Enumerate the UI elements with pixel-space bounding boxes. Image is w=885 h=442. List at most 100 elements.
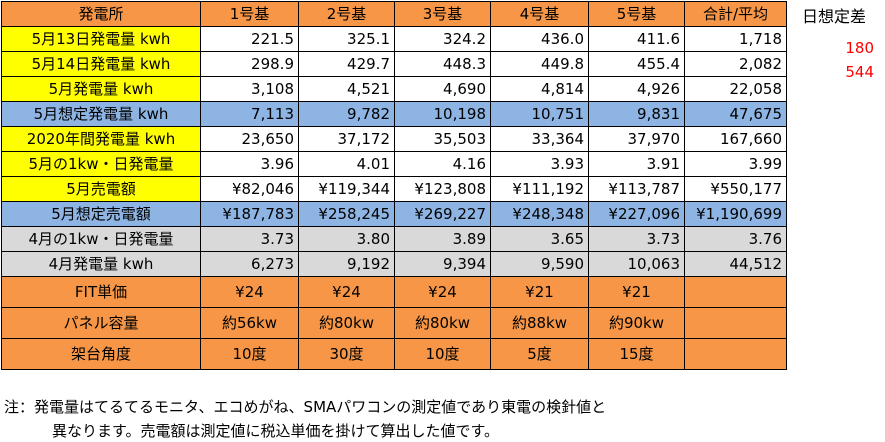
table-cell: 298.9 bbox=[200, 51, 299, 77]
table-cell: 4.16 bbox=[394, 151, 491, 177]
table-cell: 37,970 bbox=[588, 126, 685, 152]
table-cell: 3.93 bbox=[490, 151, 589, 177]
table-cell: 35,503 bbox=[394, 126, 491, 152]
table-cell: 10度 bbox=[394, 338, 491, 370]
table-cell: 約80kw bbox=[394, 307, 491, 339]
table-cell: 7,113 bbox=[200, 101, 299, 127]
table-row: 2020年間発電量 kwh 23,650 37,172 35,503 33,364 37,… bbox=[1, 126, 787, 152]
table-cell: 10,751 bbox=[490, 101, 589, 127]
table-cell: 4,814 bbox=[490, 76, 589, 102]
table-cell: 4.01 bbox=[298, 151, 395, 177]
header-unit-4: 4号基 bbox=[490, 1, 589, 27]
table-cell: 37,172 bbox=[298, 126, 395, 152]
header-unit-5: 5号基 bbox=[588, 1, 685, 27]
row-label: 5月売電額 bbox=[1, 176, 201, 202]
table-cell: 4,690 bbox=[394, 76, 491, 102]
table-row: 5月発電量 kwh 3,108 4,521 4,690 4,814 4,926 22,058 bbox=[1, 76, 787, 102]
daily-expected-diff-value: 544 bbox=[845, 63, 874, 81]
table-cell: 1,718 bbox=[684, 26, 787, 52]
table-cell: 3.96 bbox=[200, 151, 299, 177]
table-cell: 47,675 bbox=[684, 101, 787, 127]
table-cell: 15度 bbox=[588, 338, 685, 370]
header-total-average: 合計/平均 bbox=[684, 1, 787, 27]
table-cell: 22,058 bbox=[684, 76, 787, 102]
table-cell: 33,364 bbox=[490, 126, 589, 152]
table-cell: 449.8 bbox=[490, 51, 589, 77]
table-cell: ¥21 bbox=[490, 276, 589, 308]
table-cell: ¥550,177 bbox=[684, 176, 787, 202]
row-label: パネル容量 bbox=[1, 307, 201, 339]
table-cell: 3.99 bbox=[684, 151, 787, 177]
table-cell: 324.2 bbox=[394, 26, 491, 52]
table-row: 架台角度 10度 30度 10度 5度 15度 bbox=[1, 338, 787, 370]
table-cell: 約80kw bbox=[298, 307, 395, 339]
table-cell: 9,831 bbox=[588, 101, 685, 127]
table-row: 5月売電額 ¥82,046 ¥119,344 ¥123,808 ¥111,192 ¥113… bbox=[1, 176, 787, 202]
table-cell: 3.89 bbox=[394, 226, 491, 252]
table-cell: 436.0 bbox=[490, 26, 589, 52]
table-cell: 4,926 bbox=[588, 76, 685, 102]
table-cell: 5度 bbox=[490, 338, 589, 370]
table-row: 5月の1kw・日発電量 3.96 4.01 4.16 3.93 3.91 3.99 bbox=[1, 151, 787, 177]
table-cell: 455.4 bbox=[588, 51, 685, 77]
table-cell: ¥258,245 bbox=[298, 201, 395, 227]
table-cell: 10度 bbox=[200, 338, 299, 370]
header-unit-1: 1号基 bbox=[200, 1, 299, 27]
table-cell: 3.80 bbox=[298, 226, 395, 252]
table-cell: 448.3 bbox=[394, 51, 491, 77]
table-cell: 3.65 bbox=[490, 226, 589, 252]
header-station: 発電所 bbox=[1, 1, 201, 27]
table-cell: ¥82,046 bbox=[200, 176, 299, 202]
table-cell: ¥1,190,699 bbox=[684, 201, 787, 227]
row-label: 5月想定売電額 bbox=[1, 201, 201, 227]
row-label: 5月14日発電量 kwh bbox=[1, 51, 201, 77]
row-label: 5月の1kw・日発電量 bbox=[1, 151, 201, 177]
table-cell bbox=[684, 276, 787, 308]
table-cell: ¥111,192 bbox=[490, 176, 589, 202]
header-unit-3: 3号基 bbox=[394, 1, 491, 27]
table-cell: 23,650 bbox=[200, 126, 299, 152]
header-row: 発電所 1号基 2号基 3号基 4号基 5号基 合計/平均 bbox=[1, 1, 787, 27]
row-label: 5月発電量 kwh bbox=[1, 76, 201, 102]
row-label: 4月の1kw・日発電量 bbox=[1, 226, 201, 252]
table-row: パネル容量 約56kw 約80kw 約80kw 約88kw 約90kw bbox=[1, 307, 787, 339]
table-row: FIT単価 ¥24 ¥24 ¥24 ¥21 ¥21 bbox=[1, 276, 787, 308]
table-cell: 6,273 bbox=[200, 251, 299, 277]
daily-expected-diff-title: 日想定差 bbox=[801, 7, 866, 26]
table-cell: ¥21 bbox=[588, 276, 685, 308]
table-cell: 221.5 bbox=[200, 26, 299, 52]
table-cell: 9,590 bbox=[490, 251, 589, 277]
table-cell bbox=[684, 338, 787, 370]
daily-expected-diff-value: 180 bbox=[845, 39, 874, 57]
table-cell: 10,198 bbox=[394, 101, 491, 127]
table-cell: 4,521 bbox=[298, 76, 395, 102]
table-cell: 3.91 bbox=[588, 151, 685, 177]
row-label: 2020年間発電量 kwh bbox=[1, 126, 201, 152]
table-cell: ¥227,096 bbox=[588, 201, 685, 227]
table-row: 5月13日発電量 kwh 221.5 325.1 324.2 436.0 411.6 1,7… bbox=[1, 26, 787, 52]
footnote-line-1: 注：発電量はてるてるモニタ、エコめがね、SMAパワコンの測定値であり東電の検針値… bbox=[4, 398, 607, 416]
table-cell: 44,512 bbox=[684, 251, 787, 277]
table-cell: 3.76 bbox=[684, 226, 787, 252]
table-cell bbox=[684, 307, 787, 339]
table-cell: 9,192 bbox=[298, 251, 395, 277]
table-cell: 2,082 bbox=[684, 51, 787, 77]
power-generation-table: 発電所 1号基 2号基 3号基 4号基 5号基 合計/平均 5月13日発電量 k… bbox=[1, 1, 787, 370]
table-cell: ¥24 bbox=[298, 276, 395, 308]
row-label: 4月発電量 kwh bbox=[1, 251, 201, 277]
row-label: 5月13日発電量 kwh bbox=[1, 26, 201, 52]
row-label: 架台角度 bbox=[1, 338, 201, 370]
table-cell: 30度 bbox=[298, 338, 395, 370]
row-label: 5月想定発電量 kwh bbox=[1, 101, 201, 127]
header-unit-2: 2号基 bbox=[298, 1, 395, 27]
table-cell: 約88kw bbox=[490, 307, 589, 339]
table-cell: ¥113,787 bbox=[588, 176, 685, 202]
table-cell: 約56kw bbox=[200, 307, 299, 339]
footnote-line-2: 異なります。売電額は測定値に税込単価を掛けて算出した値です。 bbox=[52, 422, 500, 440]
table-row: 5月想定発電量 kwh 7,113 9,782 10,198 10,751 9,831 47… bbox=[1, 101, 787, 127]
table-cell: 3.73 bbox=[588, 226, 685, 252]
table-row: 4月の1kw・日発電量 3.73 3.80 3.89 3.65 3.73 3.76 bbox=[1, 226, 787, 252]
table-row: 4月発電量 kwh 6,273 9,192 9,394 9,590 10,063 44,51… bbox=[1, 251, 787, 277]
table-cell: 3.73 bbox=[200, 226, 299, 252]
table-cell: ¥24 bbox=[200, 276, 299, 308]
